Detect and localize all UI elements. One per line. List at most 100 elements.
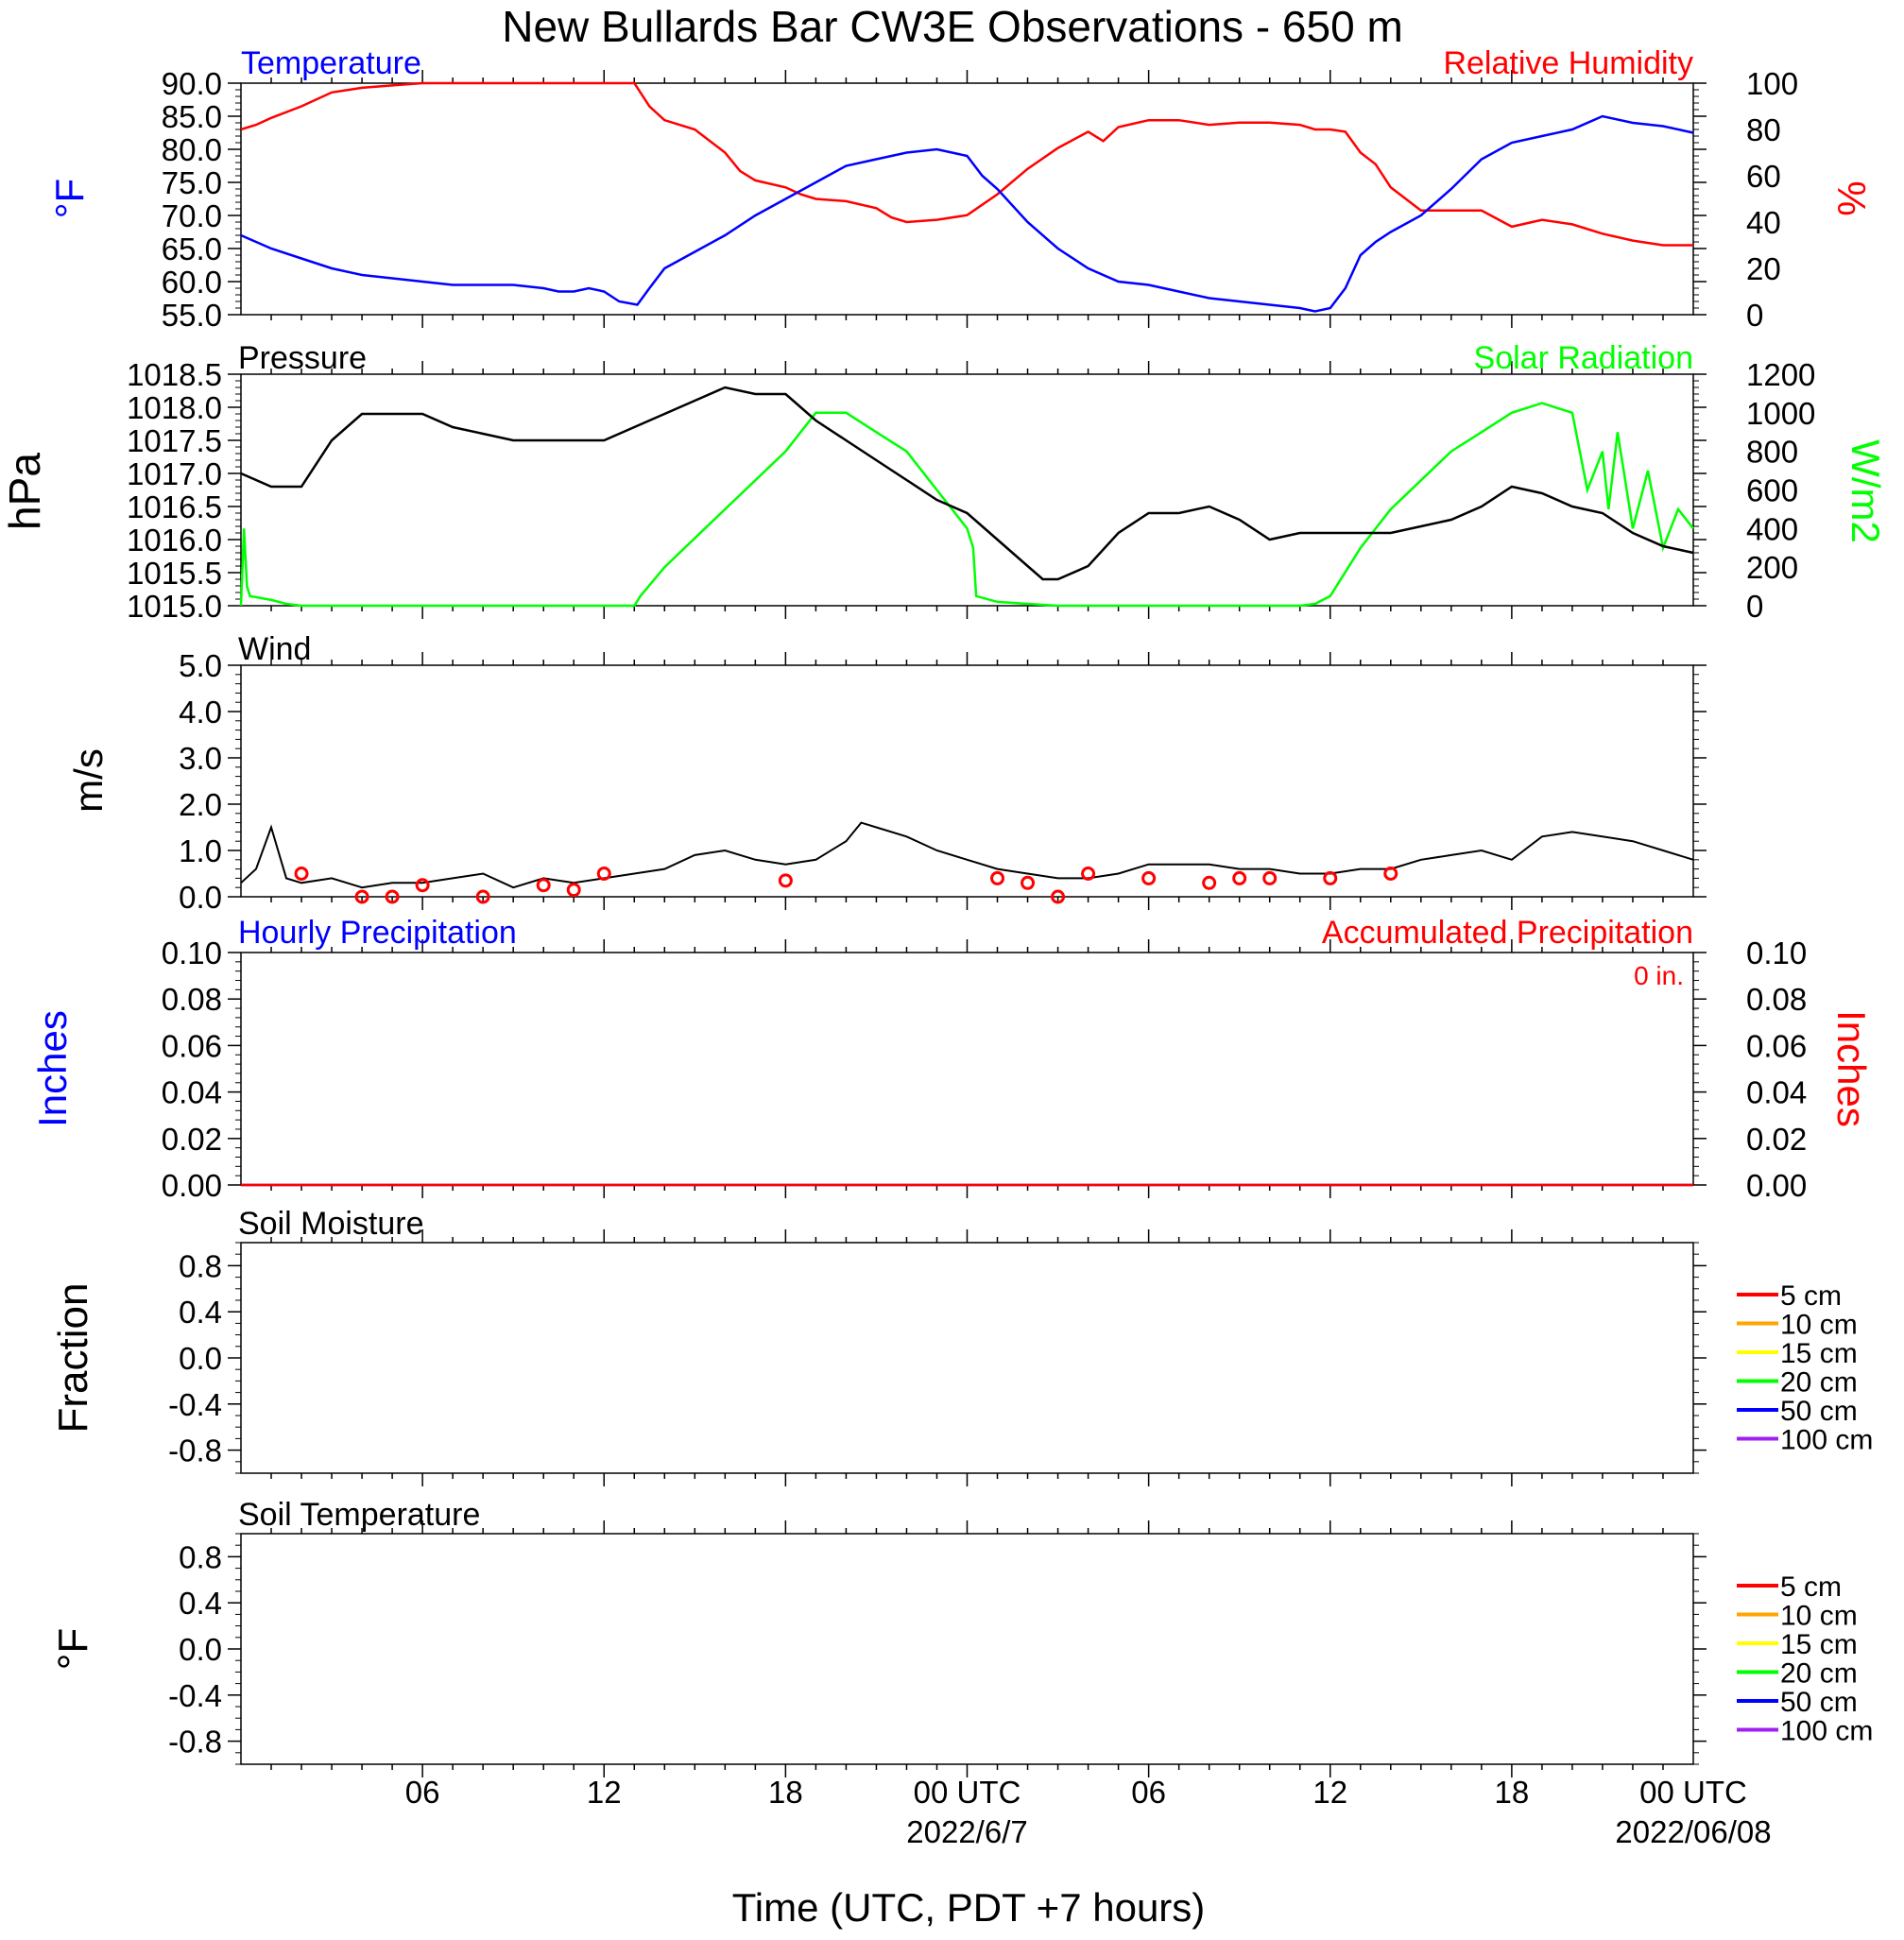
x-tick-label: 18 xyxy=(1495,1775,1530,1810)
accumulated-total: 0 in. xyxy=(1634,961,1684,990)
legend-label: 5 cm xyxy=(1780,1571,1842,1603)
legend-label: 20 cm xyxy=(1780,1367,1858,1399)
y-tick-label: 0.0 xyxy=(179,1341,222,1376)
calm-marker xyxy=(415,878,430,893)
plot-frame xyxy=(240,82,1694,316)
y-tick-label: -0.8 xyxy=(168,1434,222,1468)
y-tick-label: 0.4 xyxy=(179,1586,222,1621)
y-right-tick-label: 1200 xyxy=(1746,357,1815,392)
calm-marker xyxy=(1021,875,1036,890)
panel-title: Soil Temperature xyxy=(238,1497,480,1533)
y-tick-label: -0.8 xyxy=(168,1725,222,1760)
y-axis-unit-right: W/m2 xyxy=(1844,439,1888,543)
y-tick-label: 0.0 xyxy=(179,1632,222,1667)
panel-wind: 5.0 4.0 3.0 2.0 1.0 0.0 Wind m/s xyxy=(66,631,1707,915)
y-axis-unit-right: Inches xyxy=(1829,1010,1874,1127)
y-tick-label: 0.4 xyxy=(179,1295,222,1330)
y-tick-label: 1018.5 xyxy=(127,357,222,392)
y-right-tick-label: 0.04 xyxy=(1746,1075,1807,1110)
calm-marker xyxy=(1141,870,1157,885)
y-right-tick-label: 20 xyxy=(1746,251,1781,286)
y-right-tick-label: 0 xyxy=(1746,589,1763,624)
calm-marker xyxy=(1232,870,1247,885)
y-right-tick-label: 0.10 xyxy=(1746,936,1807,970)
calm-marker xyxy=(1051,889,1066,904)
legend-label: 5 cm xyxy=(1780,1280,1842,1312)
panel-title: Wind xyxy=(238,631,311,667)
y-tick-label: 0.02 xyxy=(162,1122,222,1157)
y-axis-unit-left: Inches xyxy=(30,1010,75,1127)
x-tick-label: 00 UTC xyxy=(1639,1775,1747,1810)
plot-frame xyxy=(240,1242,1694,1474)
calm-marker xyxy=(566,883,581,898)
y-tick-label: 1.0 xyxy=(179,833,222,868)
y-tick-label: 1016.5 xyxy=(127,489,222,524)
y-tick-label: 3.0 xyxy=(179,741,222,776)
y-tick-label: -0.4 xyxy=(168,1387,222,1422)
y-right-tick-label: 1000 xyxy=(1746,396,1815,431)
x-date-label: 2022/06/08 xyxy=(1615,1814,1771,1849)
y-right-tick-label: 60 xyxy=(1746,159,1781,194)
plot-frame xyxy=(240,373,1694,607)
y-tick-label: 0.0 xyxy=(179,880,222,915)
y-tick-label: 85.0 xyxy=(162,99,222,134)
y-tick-label: 0.10 xyxy=(162,936,222,970)
y-tick-label: 55.0 xyxy=(162,298,222,333)
y-right-tick-label: 0.06 xyxy=(1746,1028,1807,1063)
calm-marker xyxy=(596,867,611,881)
y-right-tick-label: 400 xyxy=(1746,511,1798,546)
y-tick-label: 1016.0 xyxy=(127,523,222,558)
y-tick-label: 80.0 xyxy=(162,132,222,167)
y-right-tick-label: 0.00 xyxy=(1746,1168,1807,1203)
y-tick-label: 1017.5 xyxy=(127,423,222,458)
calm-marker xyxy=(1202,875,1217,890)
x-date-label: 2022/6/7 xyxy=(906,1814,1027,1849)
y-axis-unit: Fraction xyxy=(50,1283,96,1434)
calm-marker xyxy=(475,889,490,904)
y-right-tick-label: 600 xyxy=(1746,473,1798,508)
panel-title-right: Accumulated Precipitation xyxy=(1322,915,1693,951)
x-tick-label: 18 xyxy=(768,1775,803,1810)
calm-marker xyxy=(1081,867,1096,881)
calm-marker xyxy=(1383,867,1398,881)
calm-marker xyxy=(778,873,793,888)
y-tick-label: 0.8 xyxy=(179,1248,222,1283)
panel-title: Soil Moisture xyxy=(238,1206,424,1242)
y-axis-unit-left: °F xyxy=(47,179,92,218)
y-tick-label: 0.08 xyxy=(162,982,222,1017)
calm-marker xyxy=(385,889,400,904)
y-tick-label: 70.0 xyxy=(162,198,222,233)
panel-title-right: Solar Radiation xyxy=(1474,340,1693,376)
y-tick-label: 60.0 xyxy=(162,265,222,300)
y-axis-unit-right: % xyxy=(1829,180,1874,215)
x-tick-label: 12 xyxy=(1312,1775,1347,1810)
y-tick-label: -0.4 xyxy=(168,1678,222,1713)
calm-marker xyxy=(294,867,309,881)
series-line-pressure xyxy=(240,386,1694,581)
y-tick-label: 1018.0 xyxy=(127,390,222,425)
panel-title-left: Temperature xyxy=(241,45,421,81)
plot-area: 90.085.080.075.070.065.060.055.0 100 80 60 4… xyxy=(0,45,1888,1849)
series-line-humidity xyxy=(240,81,1693,247)
x-tick-label: 12 xyxy=(587,1775,622,1810)
y-tick-label: 90.0 xyxy=(162,66,222,101)
legend-label: 10 cm xyxy=(1780,1310,1858,1341)
y-right-tick-label: 800 xyxy=(1746,435,1798,470)
y-tick-label: 4.0 xyxy=(179,695,222,730)
y-right-tick-label: 80 xyxy=(1746,112,1781,147)
legend-label: 100 cm xyxy=(1780,1425,1873,1456)
y-tick-label: 1015.5 xyxy=(127,556,222,591)
x-tick-label: 00 UTC xyxy=(914,1775,1021,1810)
y-right-tick-label: 200 xyxy=(1746,550,1798,585)
panel-pressure-solar: 1018.51018.01017.51017.01016.51016.01015… xyxy=(0,340,1888,624)
y-right-tick-label: 0 xyxy=(1746,298,1763,333)
panel-temperature-humidity: 90.085.080.075.070.065.060.055.0 100 80 60 4… xyxy=(47,45,1874,333)
y-right-tick-label: 0.08 xyxy=(1746,982,1807,1017)
legend-label: 20 cm xyxy=(1780,1658,1858,1690)
y-tick-label: 0.04 xyxy=(162,1075,222,1110)
y-axis-unit: °F xyxy=(50,1628,96,1670)
